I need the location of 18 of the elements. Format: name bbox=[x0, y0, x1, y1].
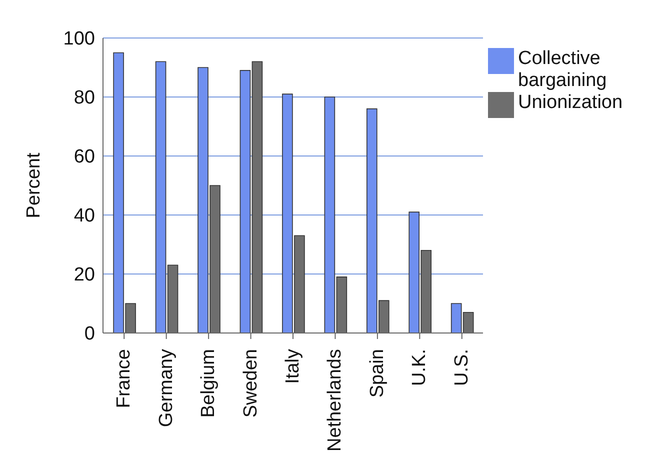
x-tick-label: France bbox=[114, 349, 135, 408]
x-tick-label: U.S. bbox=[451, 349, 472, 386]
x-tick-label: Sweden bbox=[240, 349, 262, 418]
x-tick-label: Belgium bbox=[198, 349, 220, 418]
y-tick-label: 0 bbox=[84, 324, 95, 345]
y-tick-label: 80 bbox=[74, 88, 95, 109]
x-tick-label: Germany bbox=[156, 348, 177, 428]
legend-label: Collective bargaining bbox=[518, 48, 608, 92]
y-tick-label: 100 bbox=[63, 28, 95, 50]
x-tick-label: U.K. bbox=[409, 349, 430, 386]
legend-label: Unionization bbox=[518, 92, 624, 114]
y-axis-title: Percent bbox=[24, 152, 45, 218]
x-tick-label: Netherlands bbox=[324, 349, 346, 452]
y-tick-label: 40 bbox=[74, 206, 95, 227]
y-tick-label: 60 bbox=[74, 146, 95, 168]
x-tick-label: Italy bbox=[282, 348, 304, 384]
x-tick-label: Spain bbox=[366, 349, 388, 398]
y-tick-label: 20 bbox=[74, 264, 95, 286]
